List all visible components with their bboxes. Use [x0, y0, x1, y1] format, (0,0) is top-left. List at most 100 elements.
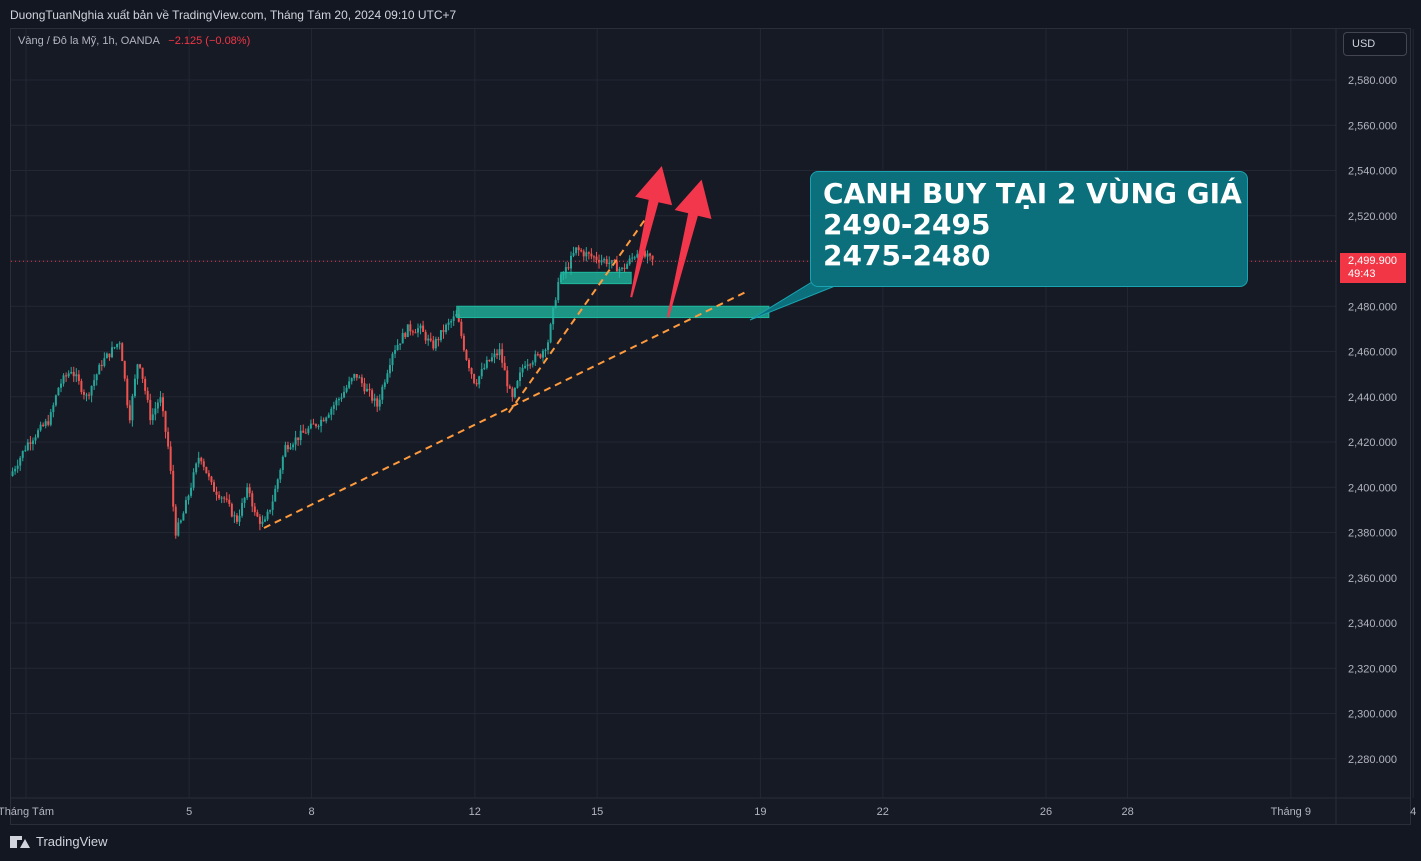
candle-body: [77, 374, 80, 381]
candle-body: [570, 255, 572, 269]
buy-zone-callout: CANH BUY TẠI 2 VÙNG GIÁ 2490-2495 2475-2…: [810, 171, 1248, 287]
candle-body: [368, 388, 371, 391]
candle-body: [21, 450, 24, 458]
candle-body: [434, 339, 437, 349]
footer-brand[interactable]: TradingView: [10, 834, 108, 849]
y-tick-label: 2,460.000: [1348, 347, 1397, 359]
candle-body: [141, 367, 144, 379]
candle-body: [139, 364, 142, 368]
candle-body: [312, 423, 315, 425]
candle-body: [118, 343, 121, 345]
candle-body: [388, 365, 391, 374]
candle-body: [304, 432, 307, 434]
candle-body: [136, 364, 139, 379]
y-tick-label: 2,380.000: [1348, 528, 1397, 540]
candle-body: [131, 396, 134, 421]
candle-body: [475, 383, 478, 385]
candle-body: [241, 503, 244, 516]
x-tick-label: 5: [186, 806, 192, 818]
candle-body: [460, 321, 463, 336]
candle-body: [498, 349, 501, 356]
y-tick-label: 2,440.000: [1348, 392, 1397, 404]
last-price-tag: 2,499.900 49:43: [1340, 253, 1406, 283]
candle-body: [284, 445, 287, 457]
candle-body: [85, 394, 88, 396]
candle-body: [557, 282, 560, 301]
candle-body: [580, 250, 583, 252]
candle-body: [332, 405, 335, 409]
candle-body: [462, 335, 465, 351]
candle-body: [317, 426, 320, 428]
candle-body: [404, 333, 407, 338]
candle-body: [534, 354, 537, 363]
y-tick-label: 2,560.000: [1348, 120, 1397, 132]
candle-body: [582, 251, 585, 257]
candle-body: [297, 437, 300, 441]
candle-body: [358, 377, 361, 379]
candle-body: [585, 252, 588, 257]
candle-body: [360, 377, 363, 384]
x-tick-label: 19: [754, 806, 766, 818]
candle-body: [452, 316, 455, 321]
candle-body: [516, 380, 519, 388]
candle-body: [406, 324, 409, 338]
candle-body: [373, 398, 376, 401]
candle-body: [52, 405, 55, 413]
candle-body: [93, 380, 96, 386]
candle-body: [603, 259, 606, 261]
candle-body: [213, 482, 215, 492]
candle-body: [72, 371, 75, 377]
candle-body: [564, 267, 567, 274]
candle-body: [197, 457, 200, 464]
y-tick-label: 2,340.000: [1348, 618, 1397, 630]
candle-body: [414, 332, 417, 334]
tradingview-logo-icon: [10, 835, 30, 848]
candle-body: [184, 500, 187, 514]
candle-body: [490, 357, 493, 362]
candle-body: [399, 343, 402, 345]
candle-body: [521, 367, 524, 373]
y-tick-label: 2,480.000: [1348, 301, 1397, 313]
candle-body: [279, 469, 282, 480]
candle-body: [511, 388, 514, 398]
candle-body: [164, 411, 167, 432]
candle-body: [503, 362, 506, 371]
candle-body: [54, 395, 57, 406]
candle-body: [587, 252, 590, 254]
last-price-value: 2,499.900: [1348, 255, 1397, 267]
candle-body: [613, 260, 616, 262]
candle-body: [258, 516, 261, 524]
candle-body: [468, 359, 470, 369]
candle-body: [286, 445, 289, 450]
candle-body: [615, 261, 618, 272]
candle-body: [195, 463, 198, 473]
candle-body: [649, 253, 652, 256]
candle-body: [485, 359, 488, 368]
candle-body: [179, 520, 182, 523]
candle-body: [62, 375, 65, 384]
candles: [11, 245, 654, 539]
candle-body: [230, 503, 233, 517]
candle-body: [294, 437, 297, 445]
candle-body: [577, 247, 580, 251]
candle-body: [19, 457, 22, 466]
candle-body: [325, 417, 328, 422]
candle-body: [251, 493, 254, 507]
candle-body: [396, 344, 399, 351]
candle-body: [424, 331, 427, 341]
y-tick-label: 2,580.000: [1348, 75, 1397, 87]
candle-body: [169, 446, 172, 471]
candle-body: [488, 359, 491, 362]
candle-body: [526, 364, 529, 367]
callout-line-1: CANH BUY TẠI 2 VÙNG GIÁ: [823, 177, 1242, 210]
candle-body: [519, 372, 521, 381]
candle-body: [162, 397, 164, 412]
candle-body: [253, 506, 256, 513]
candle-body: [631, 257, 634, 259]
candle-body: [508, 386, 511, 389]
candle-body: [391, 353, 394, 366]
currency-button[interactable]: USD: [1343, 32, 1407, 56]
candle-body: [623, 267, 626, 269]
candle-body: [266, 511, 269, 520]
